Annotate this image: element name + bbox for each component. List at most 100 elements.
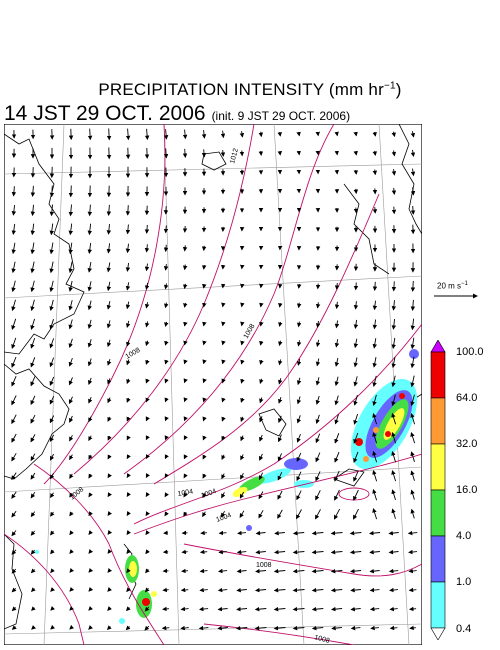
wind-arrow [409,625,416,631]
wind-arrow [277,434,283,443]
wind-arrow [331,625,342,631]
wind-arrow [259,302,264,308]
wind-arrow [163,283,169,290]
wind-arrow [408,568,417,574]
wind-arrow [391,508,396,519]
wind-arrow [182,245,188,252]
wind-arrow [106,625,112,631]
wind-arrow [410,375,415,388]
wind-arrow [391,169,397,176]
wind-arrow [240,416,245,423]
wind-arrow [350,625,361,631]
wind-arrow [296,415,302,424]
wind-arrow [88,530,93,536]
wind-arrow [126,511,132,517]
wind-arrow [330,568,343,574]
wind-arrow [68,319,73,330]
wind-arrow [11,549,17,555]
wind-arrow [68,280,73,292]
wind-arrow [391,150,397,157]
wind-arrow [334,320,340,329]
wind-arrow [182,129,188,140]
wind-arrow [278,396,283,404]
wind-arrow [255,530,266,536]
wind-arrow [221,416,226,422]
wind-arrow [292,606,305,612]
wind-arrow [221,454,226,461]
wind-arrow [407,530,418,536]
wind-arrow [333,508,340,520]
wind-arrow [236,587,247,593]
wind-arrow [69,454,74,461]
wind-vectors [11,128,418,631]
wind-arrow [221,492,226,499]
wind-arrow [277,490,283,500]
wind-arrow [145,549,150,555]
wind-arrow [126,340,131,347]
wind-arrow [240,454,245,461]
wind-arrow [106,243,112,254]
wind-arrow [273,568,286,574]
wind-arrow [50,624,56,630]
wind-arrow [30,453,36,462]
wind-arrow [330,587,343,593]
wind-scale-label: 20 m s−1 [437,281,468,291]
wind-arrow [202,359,207,365]
wind-arrow [30,318,36,330]
wind-arrow [311,568,324,574]
wind-arrow [106,339,112,348]
wind-arrow [30,223,36,236]
wind-arrow [315,490,321,501]
wind-arrow [69,605,75,611]
wind-arrow [49,434,55,442]
wind-arrow [107,435,112,441]
isobar-label: 1004 [215,512,232,524]
wind-arrow [236,606,248,612]
isobar-label: 1004 [200,488,217,500]
wind-arrow [315,414,320,425]
wind-arrow [164,473,169,479]
wind-arrow [88,435,93,442]
init-time-label: (init. 9 JST 29 OCT. 2006) [211,109,351,123]
wind-arrow [278,378,283,385]
wind-arrow [292,568,305,574]
wind-arrow [107,397,112,404]
wind-arrow [145,492,151,498]
wind-arrow [88,586,94,592]
wind-arrow [273,606,286,612]
wind-arrow [410,356,415,369]
wind-arrow [372,131,377,137]
wind-arrow [50,605,56,611]
wind-arrow [221,321,226,327]
wind-arrow [163,148,169,159]
wind-arrow [49,376,55,386]
wind-arrow [163,264,169,271]
wind-arrow [125,224,131,235]
wind-arrow [49,185,55,198]
wind-arrow [68,300,73,311]
wind-arrow [296,433,301,443]
wind-arrow [11,242,16,255]
wind-arrow [107,511,112,517]
wind-arrow [391,431,397,444]
wind-arrow [183,340,188,346]
wind-arrow [30,299,35,312]
wind-arrow [68,377,73,386]
wind-arrow [31,606,36,611]
wind-arrow [353,394,358,406]
wind-arrow [180,625,189,631]
wind-arrow [311,587,324,593]
wind-arrow [391,489,396,501]
wind-arrow [218,530,227,536]
wind-arrow [126,416,131,422]
wind-arrow [273,625,286,631]
wind-arrow [11,472,17,481]
wind-arrow [239,510,245,518]
wind-arrow [259,434,264,442]
wind-arrow [353,282,359,291]
wind-arrow [199,606,209,612]
wind-arrow [106,320,112,329]
wind-arrow [369,549,380,555]
wind-arrow [69,435,74,442]
wind-arrow [125,262,131,272]
